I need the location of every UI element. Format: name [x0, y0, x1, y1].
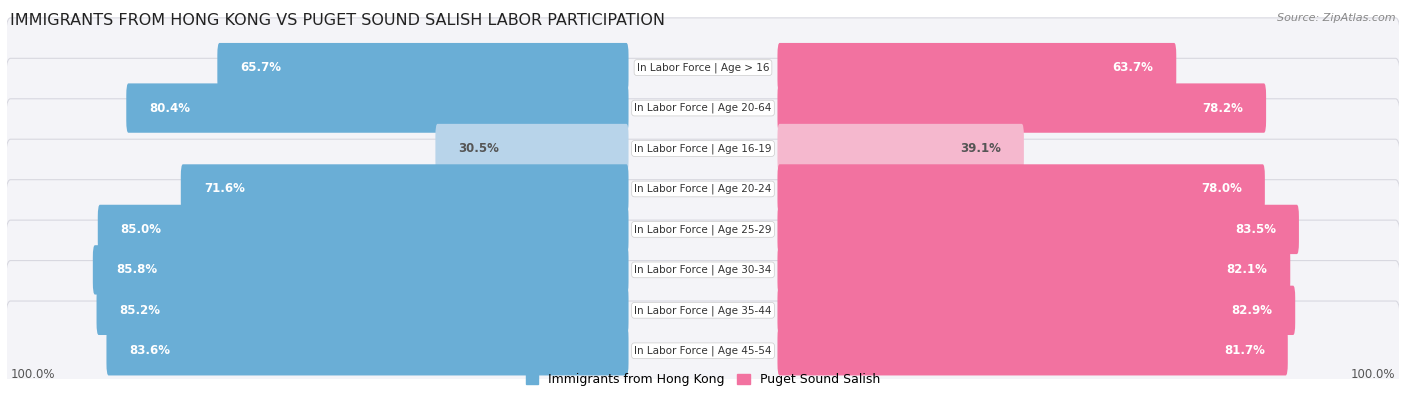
Text: In Labor Force | Age 20-24: In Labor Force | Age 20-24 [634, 184, 772, 194]
Text: 39.1%: 39.1% [960, 142, 1001, 155]
Text: 30.5%: 30.5% [458, 142, 499, 155]
FancyBboxPatch shape [778, 286, 1295, 335]
Text: 83.5%: 83.5% [1234, 223, 1277, 236]
FancyBboxPatch shape [4, 58, 1402, 158]
Text: In Labor Force | Age 20-64: In Labor Force | Age 20-64 [634, 103, 772, 113]
Text: IMMIGRANTS FROM HONG KONG VS PUGET SOUND SALISH LABOR PARTICIPATION: IMMIGRANTS FROM HONG KONG VS PUGET SOUND… [10, 13, 665, 28]
Text: 83.6%: 83.6% [129, 344, 170, 357]
FancyBboxPatch shape [4, 220, 1402, 320]
Text: 82.9%: 82.9% [1232, 304, 1272, 317]
FancyBboxPatch shape [778, 83, 1265, 133]
Text: 85.8%: 85.8% [115, 263, 157, 276]
Text: Source: ZipAtlas.com: Source: ZipAtlas.com [1277, 13, 1396, 23]
FancyBboxPatch shape [181, 164, 628, 214]
FancyBboxPatch shape [4, 18, 1402, 117]
FancyBboxPatch shape [107, 326, 628, 376]
Text: 65.7%: 65.7% [240, 61, 281, 74]
Text: In Labor Force | Age 30-34: In Labor Force | Age 30-34 [634, 265, 772, 275]
FancyBboxPatch shape [436, 124, 628, 173]
Text: In Labor Force | Age 25-29: In Labor Force | Age 25-29 [634, 224, 772, 235]
FancyBboxPatch shape [778, 205, 1299, 254]
Text: 80.4%: 80.4% [149, 102, 190, 115]
FancyBboxPatch shape [778, 245, 1291, 295]
Text: 100.0%: 100.0% [1351, 368, 1396, 381]
Text: In Labor Force | Age 35-44: In Labor Force | Age 35-44 [634, 305, 772, 316]
FancyBboxPatch shape [4, 261, 1402, 360]
FancyBboxPatch shape [778, 43, 1177, 92]
Text: 71.6%: 71.6% [204, 182, 245, 196]
FancyBboxPatch shape [4, 99, 1402, 198]
FancyBboxPatch shape [4, 301, 1402, 395]
FancyBboxPatch shape [4, 180, 1402, 279]
FancyBboxPatch shape [93, 245, 628, 295]
Legend: Immigrants from Hong Kong, Puget Sound Salish: Immigrants from Hong Kong, Puget Sound S… [520, 369, 886, 391]
FancyBboxPatch shape [778, 124, 1024, 173]
FancyBboxPatch shape [778, 164, 1265, 214]
FancyBboxPatch shape [218, 43, 628, 92]
Text: 82.1%: 82.1% [1226, 263, 1267, 276]
FancyBboxPatch shape [4, 139, 1402, 239]
Text: 100.0%: 100.0% [10, 368, 55, 381]
Text: In Labor Force | Age 45-54: In Labor Force | Age 45-54 [634, 346, 772, 356]
Text: In Labor Force | Age 16-19: In Labor Force | Age 16-19 [634, 143, 772, 154]
FancyBboxPatch shape [127, 83, 628, 133]
Text: 85.0%: 85.0% [121, 223, 162, 236]
Text: 85.2%: 85.2% [120, 304, 160, 317]
Text: 63.7%: 63.7% [1112, 61, 1153, 74]
FancyBboxPatch shape [778, 326, 1288, 376]
FancyBboxPatch shape [97, 286, 628, 335]
Text: 78.0%: 78.0% [1201, 182, 1241, 196]
FancyBboxPatch shape [98, 205, 628, 254]
Text: 78.2%: 78.2% [1202, 102, 1243, 115]
Text: 81.7%: 81.7% [1225, 344, 1265, 357]
Text: In Labor Force | Age > 16: In Labor Force | Age > 16 [637, 62, 769, 73]
